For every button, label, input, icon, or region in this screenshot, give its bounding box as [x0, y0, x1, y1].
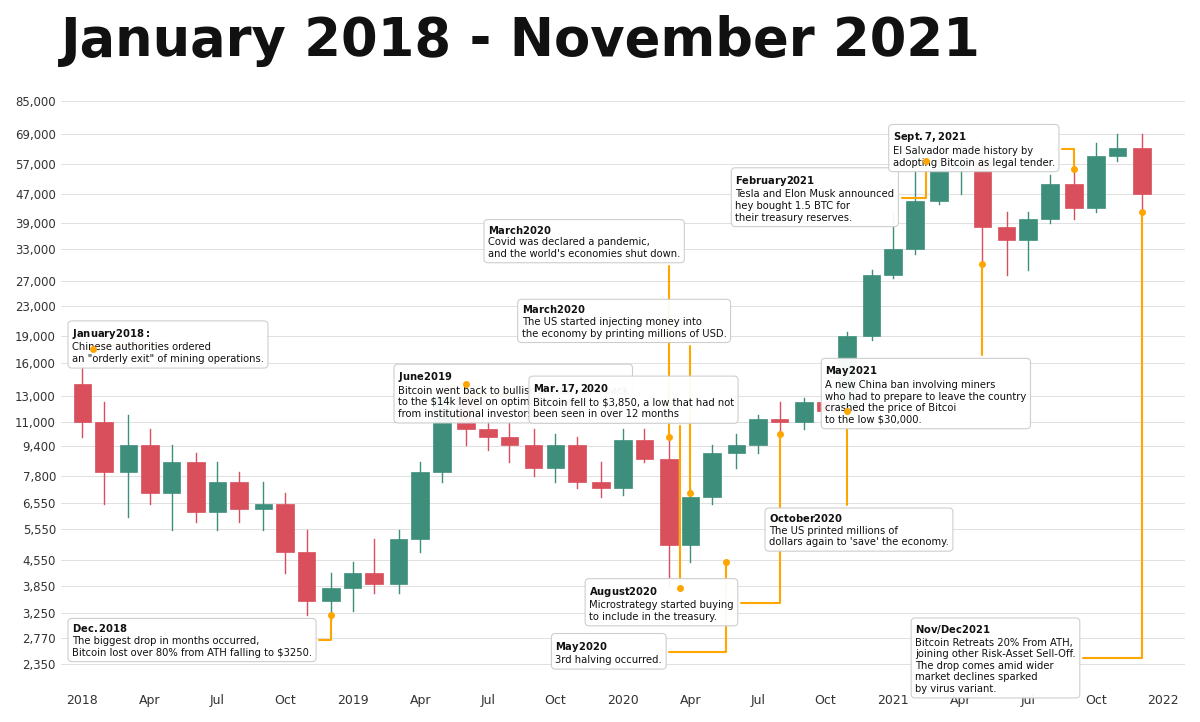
Bar [479, 429, 497, 437]
Bar [1133, 148, 1151, 194]
Bar [457, 396, 475, 429]
Bar [1042, 184, 1058, 219]
Bar [1087, 155, 1104, 208]
Bar [323, 588, 340, 601]
Bar [568, 445, 586, 482]
Bar [95, 422, 113, 471]
Bar [298, 552, 316, 601]
Bar [749, 419, 767, 445]
Bar [230, 482, 248, 509]
Bar [73, 384, 91, 422]
Text: $\bf{January 2018:}$
Chinese authorities ordered
an "orderly exit" of mining ope: $\bf{January 2018:}$ Chinese authorities… [72, 327, 264, 364]
Bar [682, 497, 700, 545]
Bar [366, 573, 383, 584]
Bar [142, 445, 158, 492]
Bar [163, 462, 180, 492]
Bar [524, 445, 542, 468]
Text: $\bf{March 2020}$
The US started injecting money into
the economy by printing mi: $\bf{March 2020}$ The US started injecti… [522, 303, 726, 490]
Bar [884, 249, 902, 275]
Text: $\bf{October 2020}$
The US printed millions of
dollars again to 'save' the econo: $\bf{October 2020}$ The US printed milli… [769, 414, 949, 547]
Bar [796, 401, 812, 422]
Bar [344, 573, 361, 588]
Text: $\bf{May 2020}$
3rd halving occurred.: $\bf{May 2020}$ 3rd halving occurred. [556, 565, 726, 665]
Text: January 2018 - November 2021: January 2018 - November 2021 [61, 15, 980, 67]
Text: $\bf{June 2019}$
Bitcoin went back to bullish territory and back
to the $14k lev: $\bf{June 2019}$ Bitcoin went back to bu… [398, 370, 629, 419]
Bar [727, 445, 745, 453]
Bar [1066, 184, 1082, 208]
Bar [703, 453, 721, 497]
Bar [546, 445, 564, 468]
Bar [1109, 148, 1127, 155]
Text: $\bf{Mar. 17, 2020}$
Bitcoin fell to $3,850, a low that had not
been seen in ove: $\bf{Mar. 17, 2020}$ Bitcoin fell to $3,… [533, 382, 734, 586]
Bar [187, 462, 205, 512]
Text: $\bf{Nov/Dec 2021}$
Bitcoin Retreats 20% From ATH,
joining other Risk-Asset Sell: $\bf{Nov/Dec 2021}$ Bitcoin Retreats 20%… [916, 214, 1141, 694]
Bar [433, 396, 450, 471]
Bar [770, 419, 788, 422]
Bar [276, 504, 294, 552]
Bar [412, 471, 428, 539]
Text: $\bf{August 2020}$
Microstrategy started buying
to include in the treasury.: $\bf{August 2020}$ Microstrategy started… [589, 436, 780, 622]
Bar [660, 458, 678, 545]
Bar [254, 504, 272, 509]
Bar [636, 440, 653, 458]
Bar [1020, 219, 1037, 240]
Bar [390, 539, 407, 584]
Bar [952, 161, 970, 169]
Bar [930, 169, 948, 201]
Bar [817, 401, 834, 411]
Bar [614, 440, 631, 488]
Text: $\bf{Dec. 2018}$
The biggest drop in months occurred,
Bitcoin lost over 80% from: $\bf{Dec. 2018}$ The biggest drop in mon… [72, 618, 331, 658]
Bar [500, 437, 518, 445]
Bar [209, 482, 227, 512]
Bar [973, 161, 991, 227]
Bar [863, 275, 881, 336]
Text: $\bf{Sept. 7, 2021}$
El Salvador made history by
adopting Bitcoin as legal tende: $\bf{Sept. 7, 2021}$ El Salvador made hi… [893, 131, 1074, 168]
Bar [120, 445, 137, 471]
Text: $\bf{February 2021}$
Tesla and Elon Musk announced
hey bought 1.5 BTC for
their : $\bf{February 2021}$ Tesla and Elon Musk… [736, 164, 925, 222]
Bar [906, 201, 924, 249]
Text: $\bf{May 2021}$
A new China ban involving miners
who had to prepare to leave the: $\bf{May 2021}$ A new China ban involvin… [826, 267, 1026, 425]
Bar [998, 227, 1015, 240]
Bar [593, 482, 610, 488]
Text: $\bf{March 2020}$
Covid was declared a pandemic,
and the world's economies shut : $\bf{March 2020}$ Covid was declared a p… [488, 224, 680, 434]
Bar [839, 336, 856, 411]
